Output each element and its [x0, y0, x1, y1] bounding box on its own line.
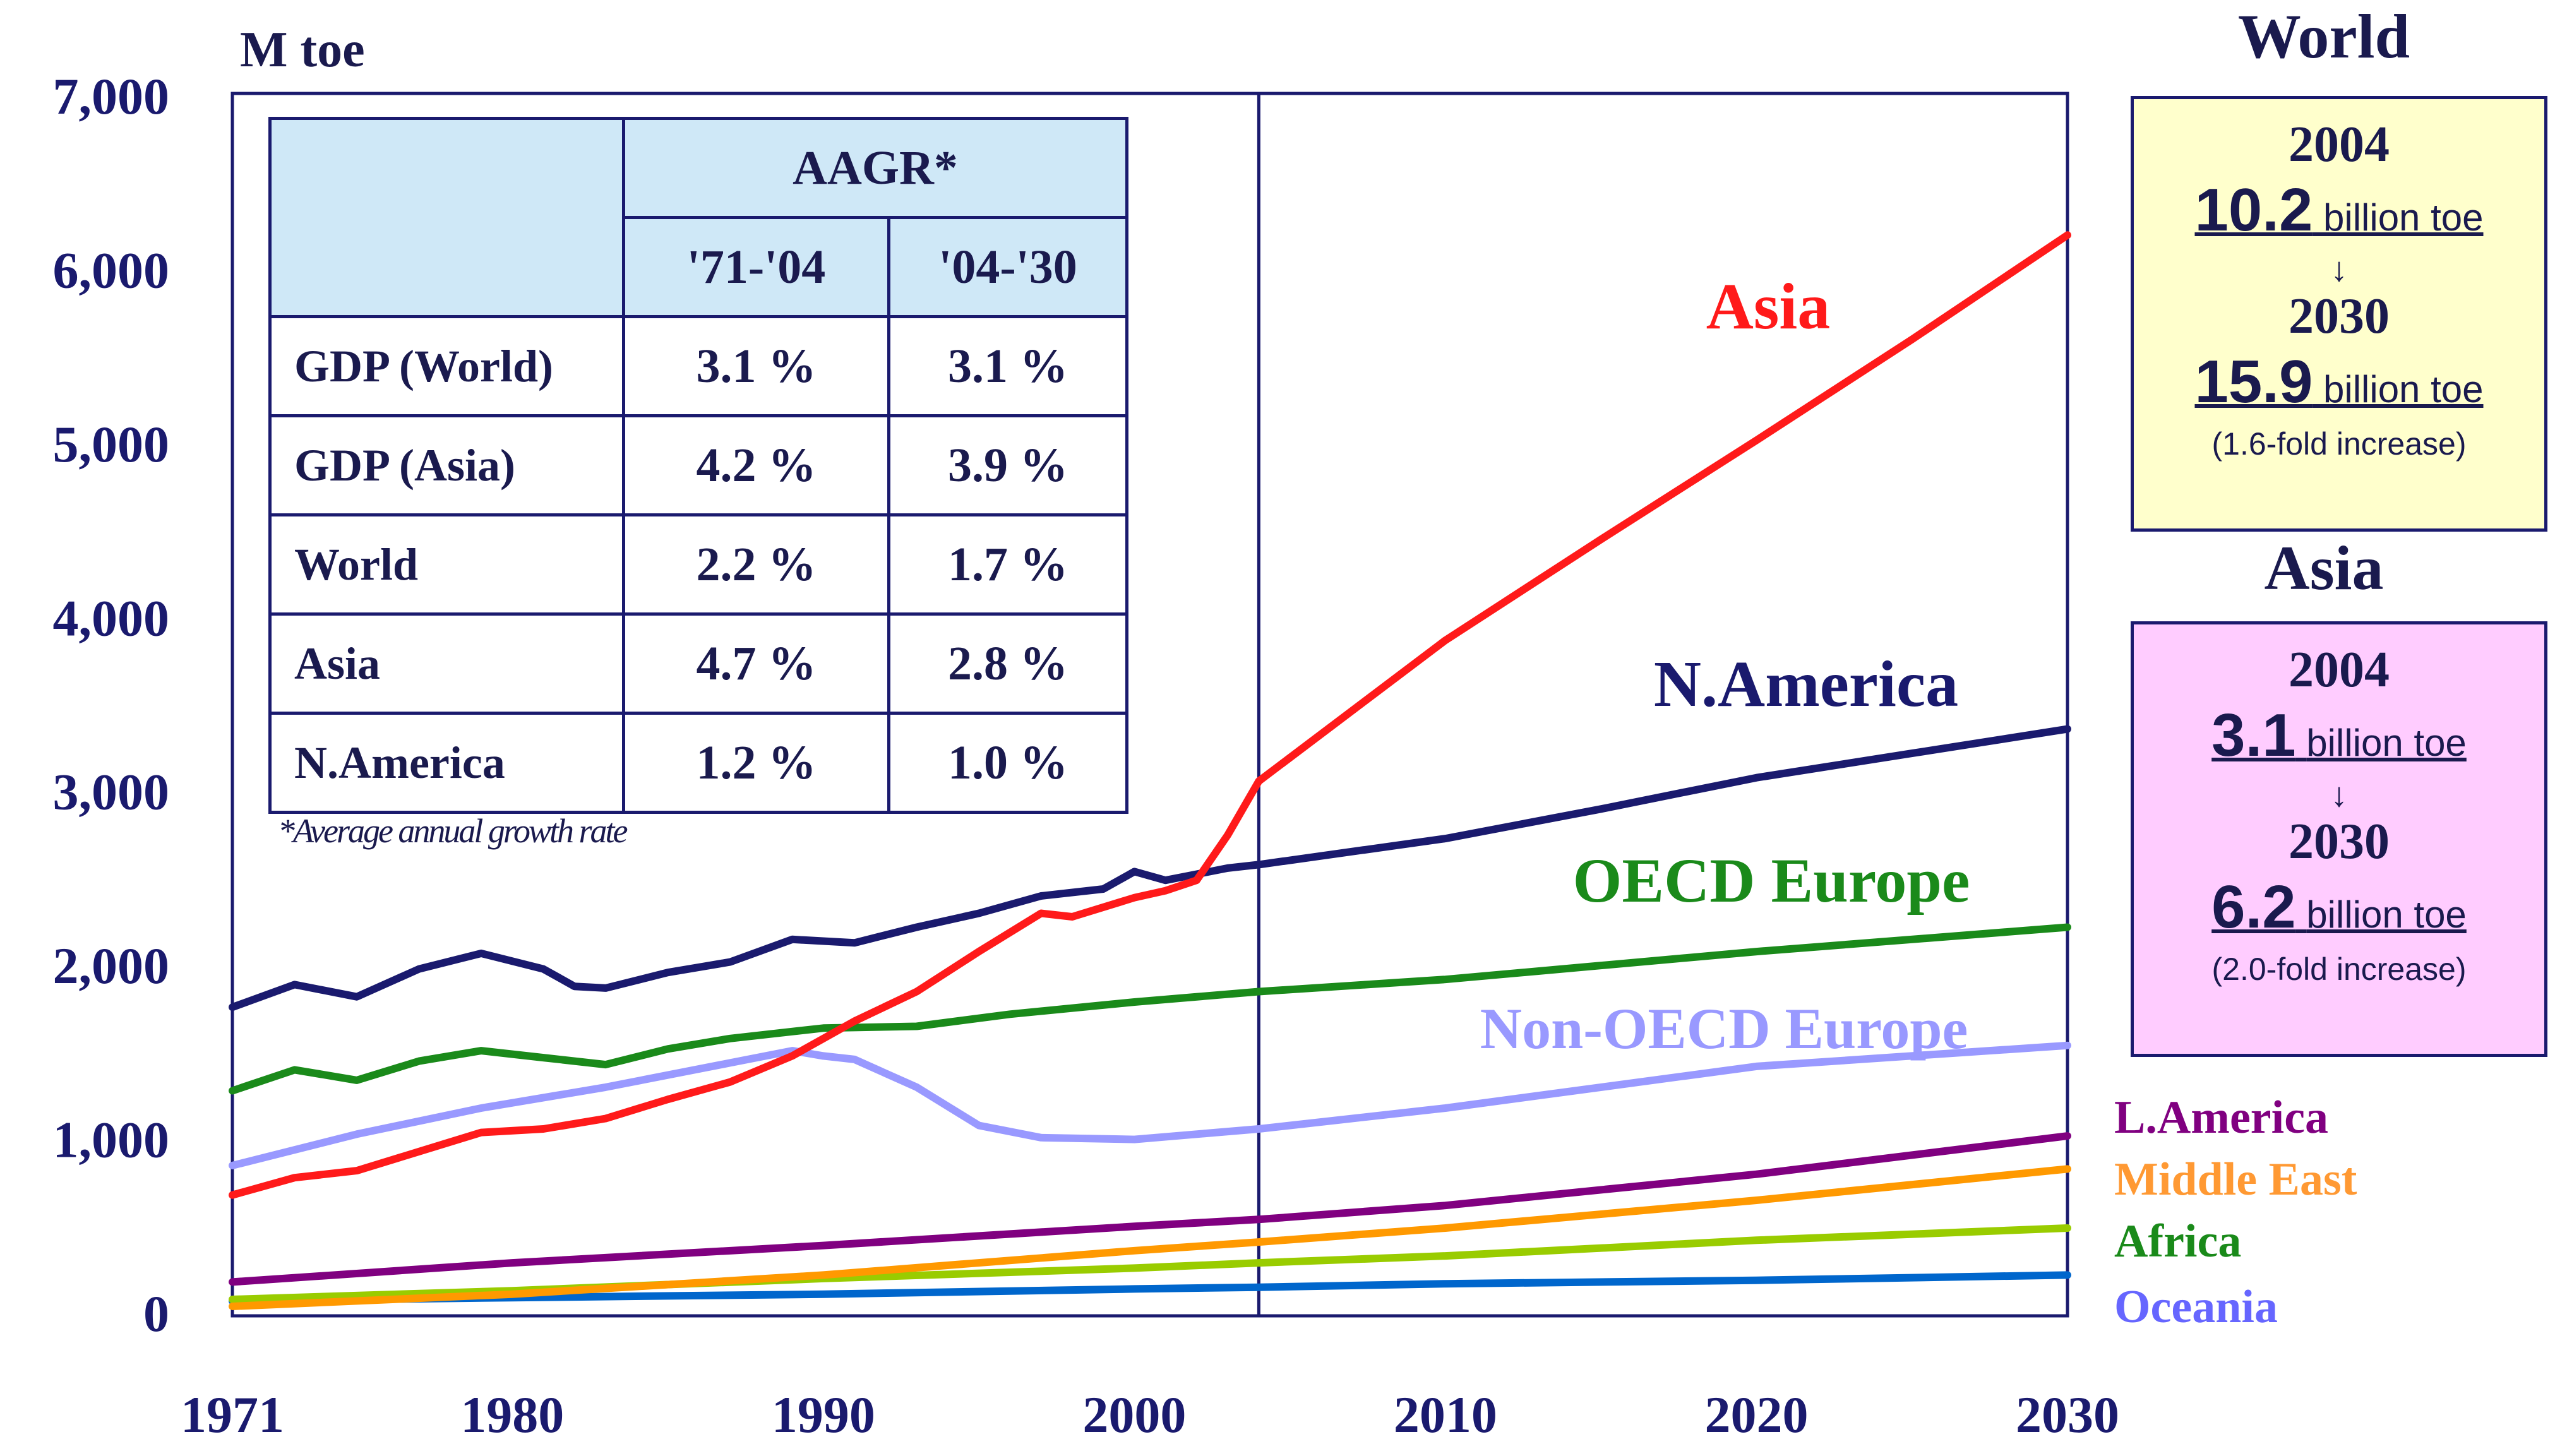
series-line-asia [229, 231, 2071, 1199]
table-group-header: AAGR* [622, 117, 1128, 219]
table-corner-cell [268, 117, 625, 318]
y-tick-label: 1,000 [53, 1111, 170, 1169]
series-label-oecd-europe: OECD Europe [1573, 845, 1970, 916]
asia-value-2004: 3.1 billion toe [2211, 701, 2467, 769]
y-tick-label: 6,000 [53, 241, 170, 299]
series-line-oecd-europe [229, 923, 2071, 1095]
table-cell: 3.9 % [887, 414, 1128, 516]
table-cell: 3.1 % [887, 315, 1128, 417]
world-value-2004: 10.2 billion toe [2194, 176, 2484, 244]
series-line-middle-east [229, 1165, 2071, 1310]
table-column-header: '04-'30 [887, 216, 1128, 318]
asia-box-title: Asia [2264, 533, 2384, 603]
series-label-middle-east: Middle East [2114, 1154, 2357, 1205]
x-tick-label: 2030 [2016, 1386, 2119, 1443]
down-arrow-icon: ↓ [2330, 776, 2348, 814]
series-label-non-oecd-europe: Non-OECD Europe [1480, 996, 1968, 1061]
y-tick-label: 2,000 [53, 937, 170, 994]
table-column-header: '71-'04 [622, 216, 890, 318]
table-row: Asia 4.7 % 2.8 % [268, 612, 1128, 715]
asia-value-2030: 6.2 billion toe [2211, 873, 2467, 941]
x-tick-label: 1980 [460, 1386, 564, 1443]
y-tick-label: 0 [143, 1285, 169, 1342]
table-cell: 2.8 % [887, 612, 1128, 715]
aagr-table: AAGR* '71-'04 '04-'30 GDP (World) 3.1 % … [268, 117, 1128, 814]
series-line-l-america [229, 1132, 2071, 1286]
x-axis-ticks: 1971 1980 1990 2000 2010 2020 2030 [181, 1386, 2119, 1443]
table-row: GDP (Asia) 4.2 % 3.9 % [268, 414, 1128, 516]
asia-fold-increase: (2.0-fold increase) [2211, 952, 2467, 987]
y-axis-ticks: 0 1,000 2,000 3,000 4,000 5,000 6,000 7,000 [53, 68, 170, 1342]
asia-summary-box: 2004 3.1 billion toe ↓ 2030 6.2 billion … [2131, 621, 2547, 1057]
y-tick-label: 5,000 [53, 415, 170, 473]
asia-year-2004: 2004 [2289, 642, 2390, 698]
down-arrow-icon: ↓ [2330, 251, 2348, 289]
table-cell: 1.2 % [622, 712, 890, 814]
series-line-n-america [229, 725, 2071, 1011]
world-box-title: World [2237, 1, 2410, 71]
y-tick-label: 4,000 [53, 589, 170, 647]
series-label-n-america: N.America [1654, 648, 1958, 720]
table-row-label: N.America [268, 712, 625, 814]
world-summary-box: 2004 10.2 billion toe ↓ 2030 15.9 billio… [2131, 96, 2547, 532]
table-row-label: Asia [268, 612, 625, 715]
x-tick-label: 1990 [772, 1386, 875, 1443]
world-fold-increase: (1.6-fold increase) [2211, 426, 2467, 462]
table-cell: 4.7 % [622, 612, 890, 715]
table-cell: 4.2 % [622, 414, 890, 516]
table-row-label: World [268, 513, 625, 616]
table-footnote: *Average annual growth rate [278, 812, 628, 850]
plot-frame [230, 92, 2069, 1318]
world-value-2030: 15.9 billion toe [2194, 348, 2484, 415]
world-year-2030: 2030 [2289, 289, 2390, 344]
table-cell: 1.7 % [887, 513, 1128, 616]
series-line-oceania [229, 1271, 2071, 1305]
y-axis-unit-label: M toe [240, 22, 365, 78]
x-tick-label: 2020 [1704, 1386, 1808, 1443]
series-label-l-america: L.America [2114, 1092, 2328, 1143]
series-lines [229, 231, 2071, 1310]
table-row: World 2.2 % 1.7 % [268, 513, 1128, 616]
series-label-asia: Asia [1706, 270, 1830, 343]
x-tick-label: 2000 [1082, 1386, 1186, 1443]
y-tick-label: 7,000 [53, 68, 170, 125]
x-tick-label: 2010 [1394, 1386, 1497, 1443]
table-cell: 1.0 % [887, 712, 1128, 814]
series-label-africa: Africa [2114, 1215, 2241, 1267]
table-cell: 2.2 % [622, 513, 890, 616]
table-cell: 3.1 % [622, 315, 890, 417]
series-line-non-oecd-europe [229, 1041, 2071, 1169]
world-year-2004: 2004 [2289, 117, 2390, 172]
table-row-label: GDP (Asia) [268, 414, 625, 516]
table-row: GDP (World) 3.1 % 3.1 % [268, 315, 1128, 417]
table-row: N.America 1.2 % 1.0 % [268, 712, 1128, 814]
x-tick-label: 1971 [181, 1386, 284, 1443]
series-labels: Asia N.America OECD Europe Non-OECD Europe L… [1480, 270, 2357, 1333]
y-tick-label: 3,000 [53, 763, 170, 821]
table-row-label: GDP (World) [268, 315, 625, 417]
series-label-oceania: Oceania [2114, 1281, 2278, 1333]
asia-year-2030: 2030 [2289, 814, 2390, 869]
